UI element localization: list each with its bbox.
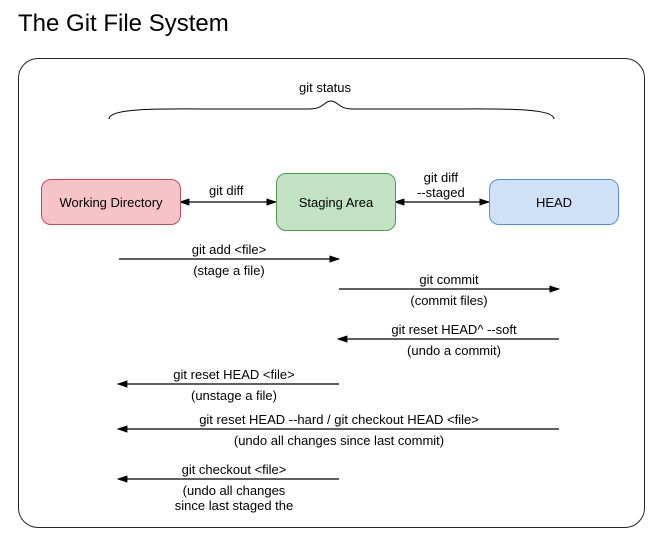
commit-label: git commit (commit files): [384, 273, 514, 303]
checkout-label: git checkout <file> (undo all changes si…: [144, 463, 324, 508]
reset-soft-l1: git reset HEAD^ --soft: [391, 322, 516, 337]
reset-file-l1: git reset HEAD <file>: [173, 367, 294, 382]
reset-soft-label: git reset HEAD^ --soft (undo a commit): [364, 323, 544, 353]
checkout-l2: (undo all changes: [183, 483, 286, 498]
status-bracket: [109, 101, 554, 119]
node-head: HEAD: [489, 179, 619, 225]
page-title: The Git File System: [18, 10, 229, 38]
reset-soft-l2: (undo a commit): [407, 343, 501, 358]
commit-l2: (commit files): [410, 293, 487, 308]
add-label: git add <file> (stage a file): [164, 243, 294, 273]
checkout-l1: git checkout <file>: [182, 462, 287, 477]
node-working: Working Directory: [41, 179, 181, 225]
diff-sh-l1: git diff: [424, 170, 458, 185]
reset-hard-label: git reset HEAD --hard / git checkout HEA…: [139, 413, 539, 443]
diff-sh-l2: --staged: [417, 185, 465, 200]
add-l1: git add <file>: [192, 242, 266, 257]
status-label: git status: [299, 81, 351, 96]
checkout-l3: since last staged the: [175, 498, 294, 513]
diagram-svg: [19, 59, 644, 527]
reset-hard-l1: git reset HEAD --hard / git checkout HEA…: [199, 412, 479, 427]
diff-ws-label: git diff: [209, 184, 243, 199]
diagram-frame: Working Directory Staging Area HEAD git …: [18, 58, 645, 528]
commit-l1: git commit: [419, 272, 478, 287]
node-staging-label: Staging Area: [299, 195, 373, 210]
add-l2: (stage a file): [193, 263, 265, 278]
reset-file-l2: (unstage a file): [191, 388, 277, 403]
node-working-label: Working Directory: [59, 195, 162, 210]
diff-sh-label: git diff --staged: [417, 171, 465, 201]
node-staging: Staging Area: [276, 173, 396, 231]
node-head-label: HEAD: [536, 195, 572, 210]
reset-hard-l2: (undo all changes since last commit): [234, 433, 444, 448]
reset-file-label: git reset HEAD <file> (unstage a file): [144, 368, 324, 398]
